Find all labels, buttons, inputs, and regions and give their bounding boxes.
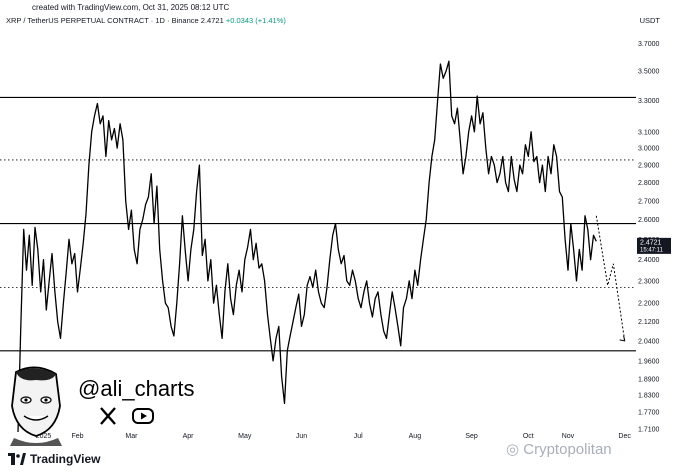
change-value: +0.0343 (+1.41%) [225,16,286,25]
x-tick-label: Apr [183,433,195,440]
y-tick-label: 3.3000 [638,98,660,105]
x-tick-label: Jul [354,433,363,440]
x-tick-label: Jun [296,433,307,440]
created-caption: created with TradingView.com, Oct 31, 20… [32,3,230,12]
y-tick-label: 2.9000 [638,163,660,170]
y-tick-label: 3.1000 [638,129,660,136]
y-tick-label: 2.7000 [638,198,660,205]
x-tick-label: Dec [618,433,631,440]
horizontal-levels [0,96,636,352]
x-tick-label: Aug [409,433,422,440]
x-tick-label: Feb [72,433,84,440]
y-tick-label: 3.7000 [638,41,660,48]
x-tick-label: Sep [465,433,478,440]
watermark-icon: ◎ [506,441,524,458]
projection-arrow-icon [619,335,626,342]
social-icons [98,406,154,426]
cryptopolitan-watermark: ◎ Cryptopolitan [506,440,612,458]
y-tick-label: 3.5000 [638,69,660,76]
y-tick-label: 1.9600 [638,358,660,365]
x-logo-icon[interactable] [98,406,118,426]
y-tick-label: 2.1200 [638,319,660,326]
y-tick-label: 1.7700 [638,409,660,416]
youtube-icon[interactable] [132,406,154,426]
price-series-line [17,60,597,433]
x-tick-label: Mar [125,433,138,440]
avatar-illustration [10,366,62,446]
y-tick-label: 1.7100 [638,427,660,434]
currency-label: USDT [639,16,660,25]
tradingview-logo-icon [8,453,26,465]
watermark-label: Cryptopolitan [523,441,612,458]
symbol-label: XRP / TetherUS PERPETUAL CONTRACT · 1D ·… [6,16,199,25]
y-tick-label: 3.0000 [638,146,660,153]
y-tick-label: 2.4000 [638,257,660,264]
projection-path [595,215,626,341]
author-handle: @ali_charts [78,376,195,401]
tradingview-label: TradingView [30,452,101,466]
x-tick-label: Nov [562,433,575,440]
x-tick-label: May [238,433,252,440]
y-tick-label: 1.8900 [638,377,660,384]
y-tick-label: 2.3000 [638,278,660,285]
chart-header: XRP / TetherUS PERPETUAL CONTRACT · 1D ·… [6,16,286,25]
y-tick-label: 2.8000 [638,180,660,187]
y-tick-label: 2.0400 [638,338,660,345]
tradingview-brand[interactable]: TradingView [8,451,100,467]
y-tick-label: 1.8300 [638,393,660,400]
y-tick-label: 2.2000 [638,301,660,308]
price-label-value: 2.4721 [640,239,662,246]
x-axis: 2025 Feb Mar Apr May Jun Jul Aug Sep Oct Nov Dec [36,433,632,440]
price-value: 2.4721 [200,16,224,25]
y-axis: 3.7000 3.5000 3.3000 3.1000 3.0000 2.9000 2.80… [638,41,660,434]
x-tick-label: Oct [523,433,534,440]
price-label-box [637,237,671,254]
x-tick-label: 2025 [36,433,52,440]
price-label-time: 15:47:11 [640,247,664,253]
y-tick-label: 2.6000 [638,217,660,224]
